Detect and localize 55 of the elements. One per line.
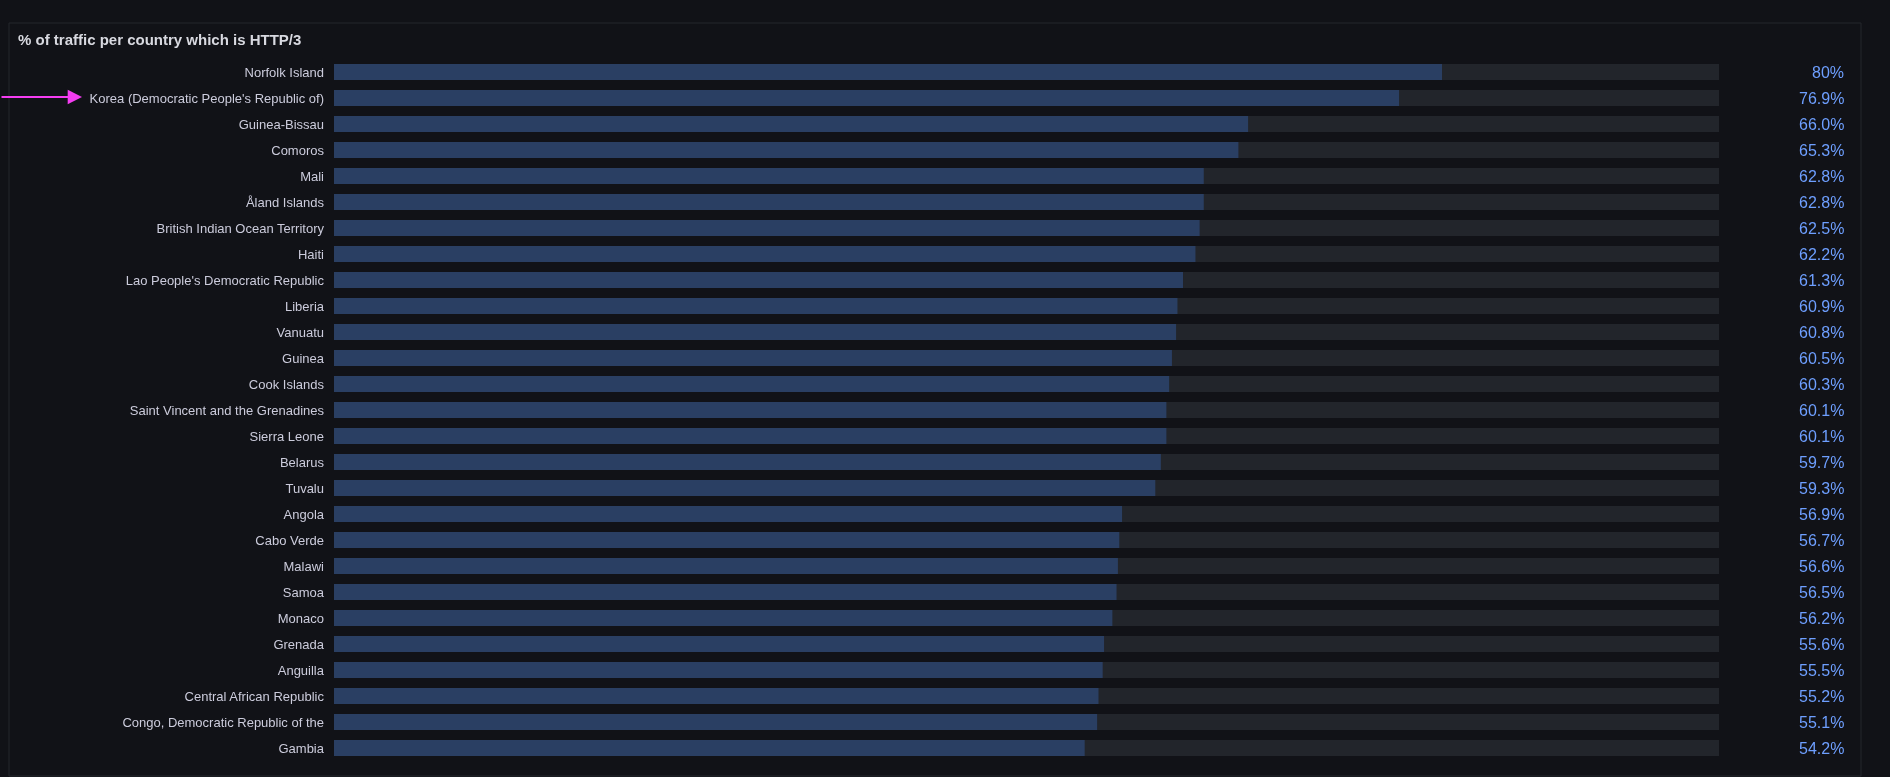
y-tick-label: Cook Islands: [248, 376, 325, 392]
data-label: 76.9%: [1799, 90, 1845, 107]
y-tick-label: Sierra Leone: [249, 428, 324, 444]
data-label: 60.5%: [1799, 350, 1845, 367]
y-tick-label: Åland Islands: [245, 194, 325, 210]
data-label: 60.9%: [1799, 298, 1845, 315]
y-tick-label: Gambia: [278, 740, 325, 756]
y-tick-label: Guinea-Bissau: [238, 116, 324, 132]
y-tick-label: Belarus: [279, 454, 325, 470]
data-label: 56.5%: [1799, 584, 1845, 601]
y-tick-label: Comoros: [271, 142, 325, 158]
data-label: 55.2%: [1799, 688, 1845, 705]
data-label: 60.1%: [1799, 402, 1845, 419]
y-tick-label: Norfolk Island: [244, 64, 324, 80]
data-label: 61.3%: [1799, 272, 1845, 289]
text: % of traffic per country which is HTTP/3: [18, 31, 302, 49]
y-tick-label: Haiti: [297, 246, 325, 262]
data-label: 55.5%: [1799, 662, 1845, 679]
data-label: 80%: [1812, 64, 1845, 81]
data-label: 66.0%: [1799, 116, 1845, 133]
y-tick-label: Lao People's Democratic Republic: [125, 272, 325, 288]
y-tick-label: Vanuatu: [276, 324, 324, 340]
data-label: 65.3%: [1799, 142, 1845, 159]
y-tick-label: British Indian Ocean Territory: [156, 220, 325, 236]
y-tick-label: Liberia: [284, 298, 325, 314]
data-label: 56.7%: [1799, 532, 1845, 549]
data-label: 56.6%: [1799, 558, 1845, 575]
data-label: 62.8%: [1799, 168, 1845, 185]
data-label: 56.9%: [1799, 506, 1845, 523]
data-label: 55.6%: [1799, 636, 1845, 653]
data-label: 59.7%: [1799, 454, 1845, 471]
data-label: 62.5%: [1799, 220, 1845, 237]
y-tick-label: Saint Vincent and the Grenadines: [129, 402, 325, 418]
y-tick-label: Korea (Democratic People's Republic of): [89, 90, 324, 106]
y-tick-label: Angola: [283, 506, 325, 522]
data-label: 62.2%: [1799, 246, 1845, 263]
data-label: 54.2%: [1799, 740, 1845, 757]
data-label: 60.1%: [1799, 428, 1845, 445]
data-label: 55.1%: [1799, 714, 1845, 731]
data-label: 62.8%: [1799, 194, 1845, 211]
y-tick-label: Tuvalu: [285, 480, 324, 496]
y-tick-label: Guinea: [282, 350, 325, 366]
y-tick-label: Central African Republic: [184, 688, 325, 704]
data-label: 59.3%: [1799, 480, 1845, 497]
data-label: 60.3%: [1799, 376, 1845, 393]
y-tick-label: Cabo Verde: [255, 532, 324, 548]
y-tick-label: Malawi: [283, 558, 325, 574]
data-label: 56.2%: [1799, 610, 1845, 627]
y-tick-label: Congo, Democratic Republic of the: [122, 714, 324, 730]
data-label: 60.8%: [1799, 324, 1845, 341]
y-tick-label: Anguilla: [277, 662, 325, 678]
y-tick-label: Mali: [300, 168, 325, 184]
y-tick-label: Samoa: [282, 584, 325, 600]
y-tick-label: Monaco: [277, 610, 324, 626]
y-tick-label: Grenada: [273, 636, 325, 652]
